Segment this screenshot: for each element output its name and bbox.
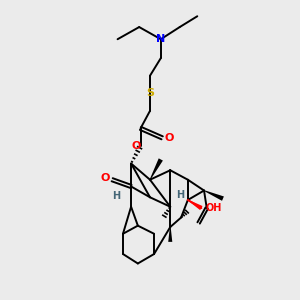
Polygon shape <box>188 200 202 210</box>
Text: H: H <box>176 190 184 200</box>
Text: H: H <box>112 191 120 201</box>
Text: O: O <box>164 133 174 143</box>
Text: OH: OH <box>205 203 222 213</box>
Text: O: O <box>132 141 141 151</box>
Text: N: N <box>156 34 165 44</box>
Text: S: S <box>146 88 154 98</box>
Polygon shape <box>168 227 172 242</box>
Polygon shape <box>204 190 224 201</box>
Polygon shape <box>150 158 163 180</box>
Text: O: O <box>101 173 110 183</box>
